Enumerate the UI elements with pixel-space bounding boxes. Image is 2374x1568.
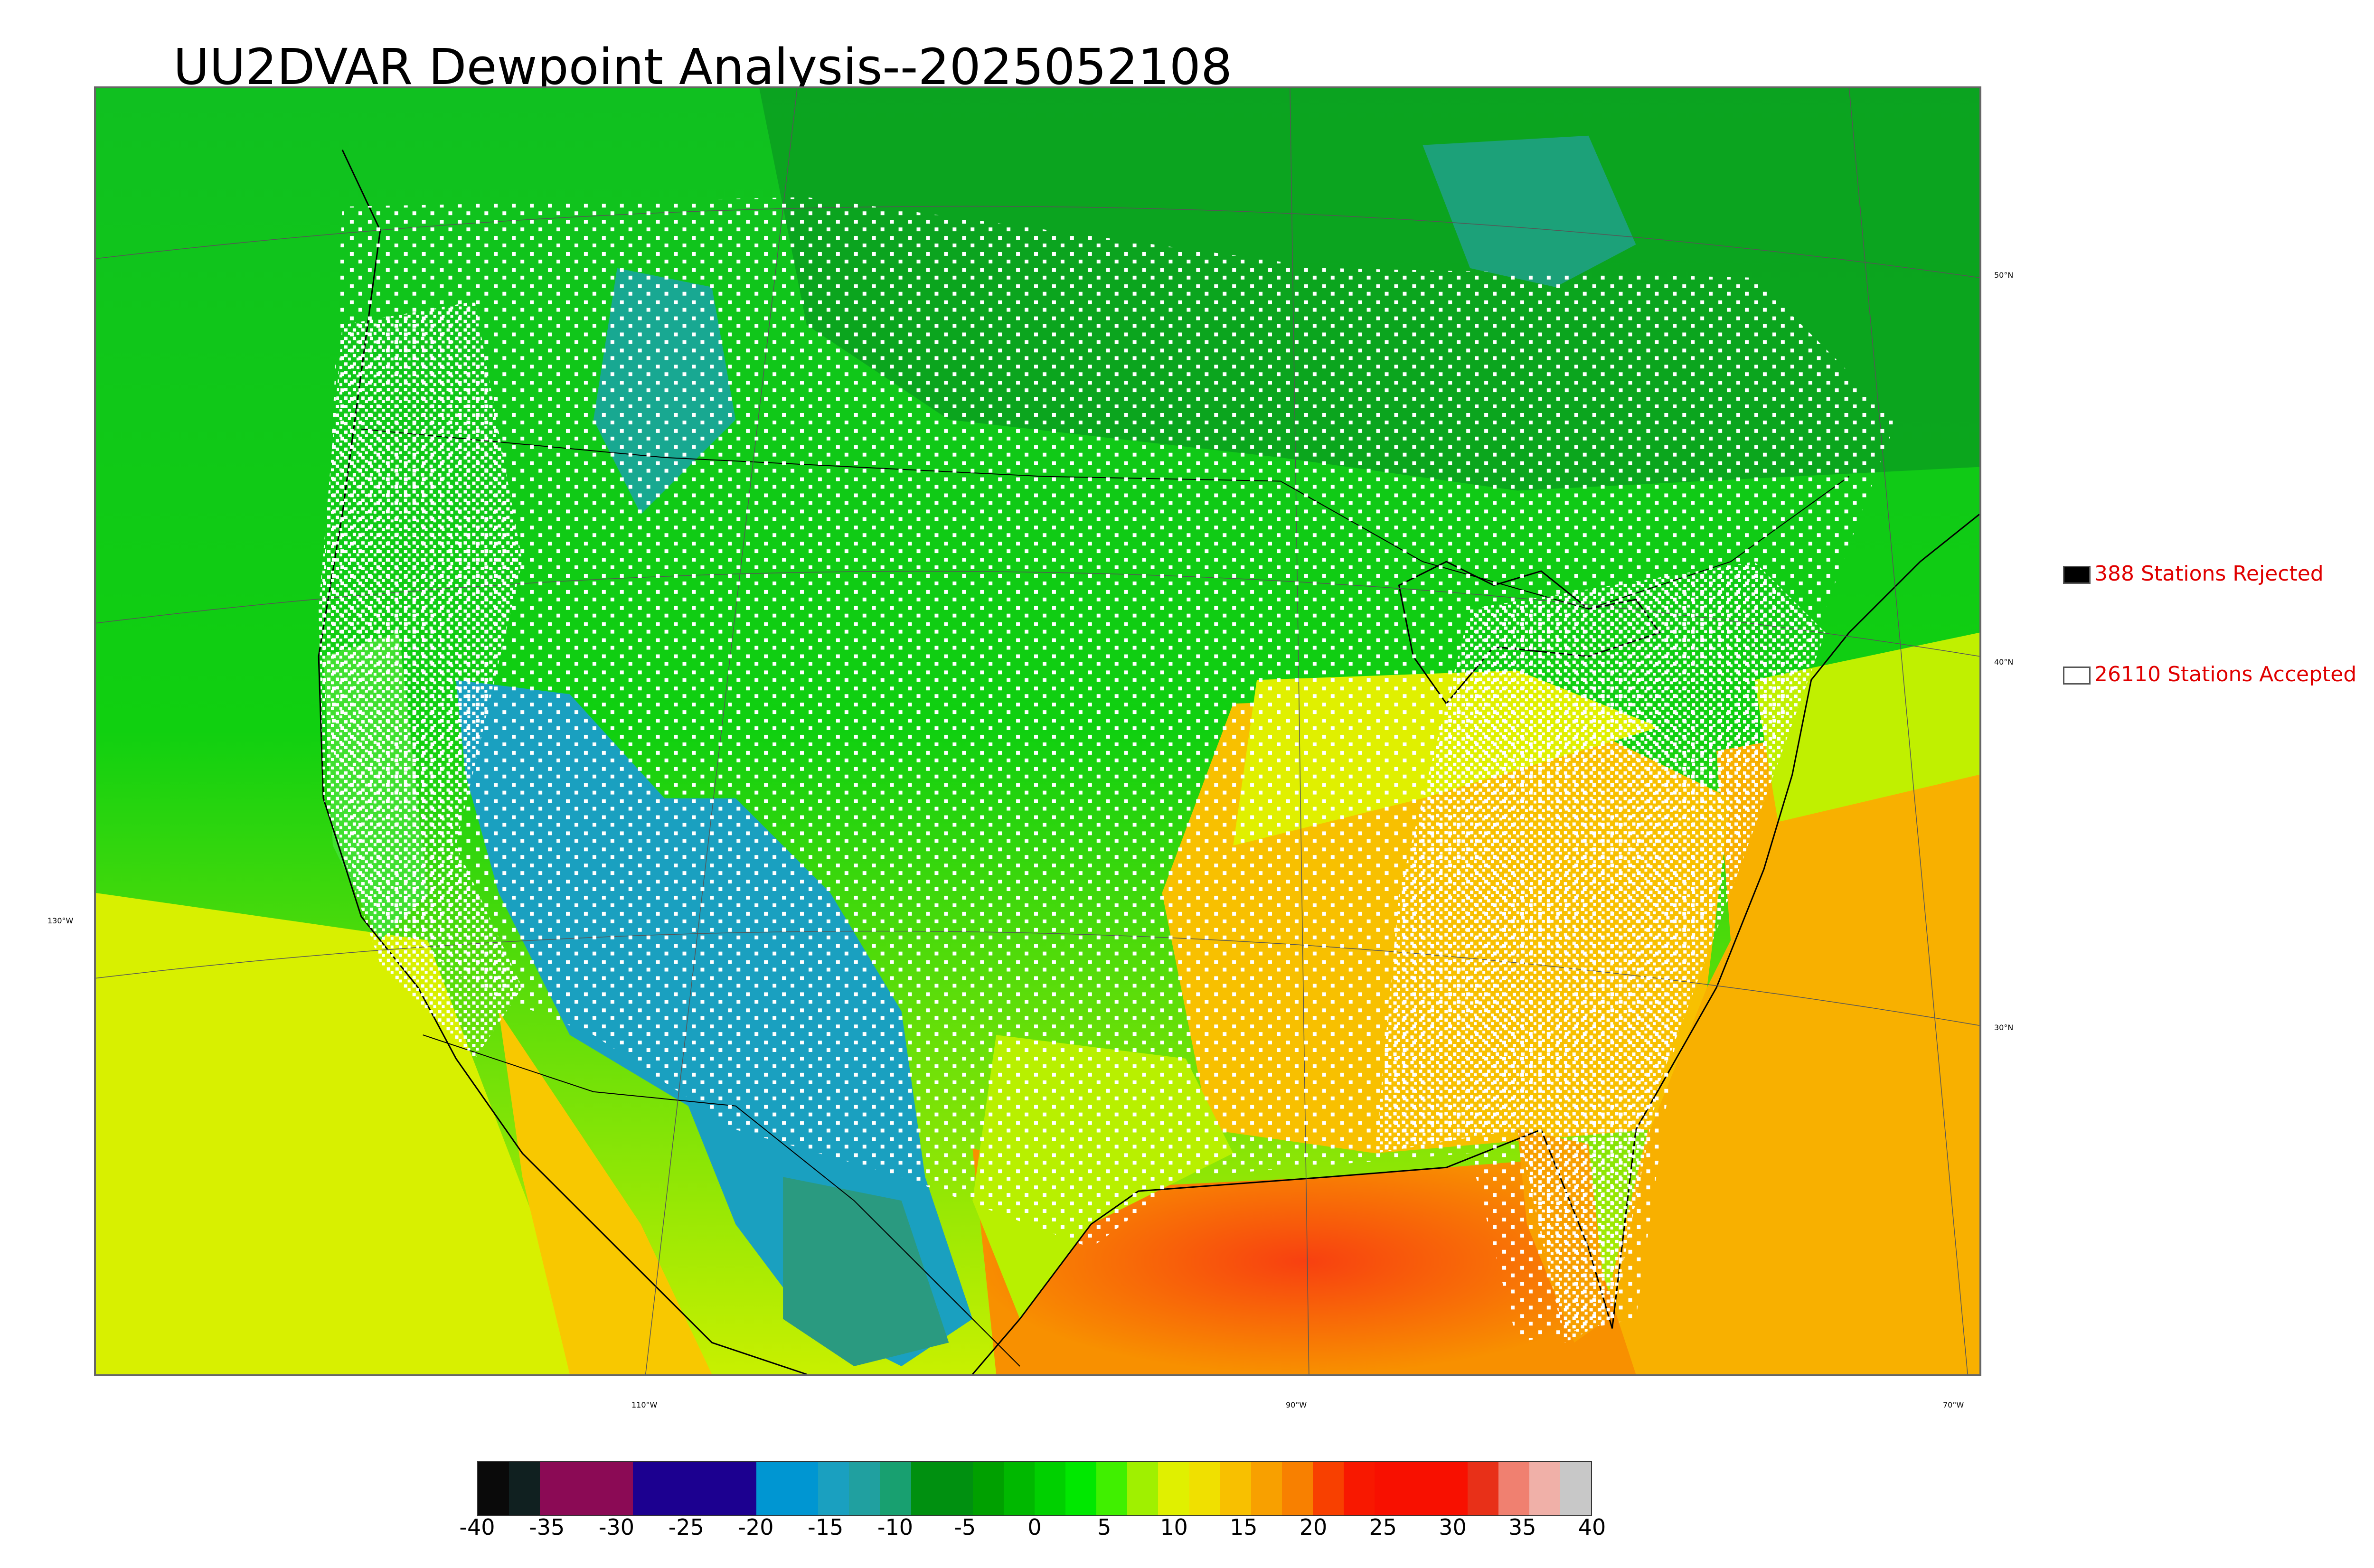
colorbar-tick-label: -40	[459, 1514, 495, 1540]
colorbar-segment	[1281, 1462, 1313, 1515]
lon-label-110: 110°W	[631, 1400, 658, 1409]
us-mexico-border	[423, 1034, 1020, 1367]
lat-label-50: 50°N	[1994, 271, 2014, 280]
colorbar-segment	[694, 1462, 725, 1515]
colorbar-tick-label: -30	[598, 1514, 635, 1540]
colorbar-segment	[787, 1462, 819, 1515]
colorbar-segment	[1158, 1462, 1189, 1515]
colorbar-tick-label: -15	[808, 1514, 844, 1540]
colorbar	[477, 1461, 1592, 1516]
colorbar-segment	[1344, 1462, 1375, 1515]
baja-warm-region	[499, 1011, 712, 1374]
colorbar-tick-label: 5	[1097, 1514, 1112, 1540]
colorbar-segment	[880, 1462, 911, 1515]
colorbar-segment	[1127, 1462, 1159, 1515]
lon-label-130: 130°W	[47, 916, 74, 925]
colorbar-segment	[1096, 1462, 1128, 1515]
atlantic-region	[1588, 704, 1979, 1374]
colorbar-segment	[1220, 1462, 1251, 1515]
mexico-plateau-region	[783, 1177, 949, 1367]
legend-rejected: 388 Stations Rejected	[2063, 562, 2324, 586]
colorbar-tick-label: 20	[1299, 1514, 1328, 1540]
legend-accepted: 26110 Stations Accepted	[2063, 662, 2356, 686]
lon-label-90: 90°W	[1286, 1400, 1307, 1409]
lon-label-70: 70°W	[1943, 1400, 1964, 1409]
station-dots-dense-east	[1375, 562, 1826, 1343]
colorbar-segment	[571, 1462, 602, 1515]
legend-accepted-label: 26110 Stations Accepted	[2094, 662, 2357, 686]
colorbar-segment	[1560, 1462, 1591, 1515]
station-dots-dense-west	[319, 301, 523, 1059]
colorbar-tick-label: -25	[668, 1514, 704, 1540]
colorbar-segment	[942, 1462, 973, 1515]
map-title: UU2DVAR Dewpoint Analysis--2025052108	[173, 38, 1233, 96]
lat-label-40: 40°N	[1994, 657, 2014, 667]
colorbar-segment	[849, 1462, 880, 1515]
colorbar-segment	[1034, 1462, 1066, 1515]
colorbar-segment	[1312, 1462, 1344, 1515]
colorbar-tick-label: -5	[954, 1514, 976, 1540]
colorbar-segment	[1189, 1462, 1220, 1515]
colorbar-segment	[1003, 1462, 1035, 1515]
colorbar-segment	[1498, 1462, 1529, 1515]
colorbar-segment	[509, 1462, 540, 1515]
colorbar-segment	[1251, 1462, 1282, 1515]
legend-accepted-swatch	[2063, 667, 2091, 685]
colorbar-segment	[911, 1462, 942, 1515]
colorbar-segment	[478, 1462, 509, 1515]
colorbar-segment	[540, 1462, 571, 1515]
colorbar-tick-label: 30	[1439, 1514, 1467, 1540]
lat-label-30: 30°N	[1994, 1023, 2014, 1032]
colorbar-segment	[1436, 1462, 1468, 1515]
colorbar-segment	[1467, 1462, 1498, 1515]
dewpoint-map-canvas	[96, 88, 1979, 1374]
colorbar-segment	[602, 1462, 633, 1515]
colorbar-segment	[1375, 1462, 1406, 1515]
pacific-region	[96, 892, 594, 1374]
colorbar-segment	[1065, 1462, 1097, 1515]
colorbar-tick-label: 10	[1160, 1514, 1188, 1540]
colorbar-tick-label: 0	[1027, 1514, 1042, 1540]
graticule-lon-70	[1848, 88, 1968, 1374]
colorbar-tick-label: 40	[1578, 1514, 1606, 1540]
colorbar-segment	[818, 1462, 849, 1515]
colorbar-segment	[972, 1462, 1004, 1515]
colorbar-segment	[725, 1462, 756, 1515]
colorbar-tick-label: -35	[529, 1514, 565, 1540]
colorbar-segment	[756, 1462, 788, 1515]
colorbar-segment	[1405, 1462, 1437, 1515]
colorbar-tick-label: -20	[738, 1514, 774, 1540]
legend-rejected-swatch	[2063, 566, 2091, 584]
dewpoint-map[interactable]	[94, 86, 1981, 1376]
colorbar-tick-label: 25	[1369, 1514, 1397, 1540]
colorbar-segment	[632, 1462, 664, 1515]
colorbar-segment	[663, 1462, 695, 1515]
colorbar-tick-label: 35	[1508, 1514, 1536, 1540]
legend-rejected-label: 388 Stations Rejected	[2094, 562, 2324, 586]
colorbar-tick-label: -10	[877, 1514, 914, 1540]
colorbar-tick-label: 15	[1229, 1514, 1258, 1540]
hudson-bay-region	[1423, 135, 1636, 287]
colorbar-segment	[1529, 1462, 1560, 1515]
